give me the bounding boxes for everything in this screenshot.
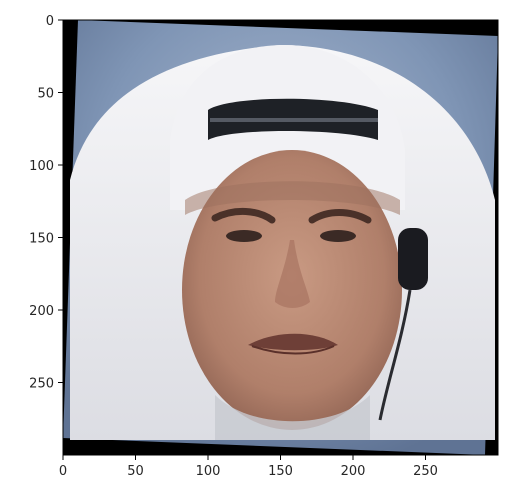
y-tick-label: 150	[29, 232, 54, 247]
x-tick-label: 0	[59, 464, 67, 479]
x-tick-label: 50	[127, 464, 144, 479]
x-tick-label: 200	[341, 464, 366, 479]
y-tick-label: 0	[46, 14, 54, 29]
x-tick-label: 150	[268, 464, 293, 479]
photo-image	[63, 20, 498, 455]
y-tick-label: 250	[29, 377, 54, 392]
x-tick-label: 250	[413, 464, 438, 479]
y-tick-label: 100	[29, 159, 54, 174]
x-tick-label: 100	[196, 464, 221, 479]
y-tick-label: 50	[37, 87, 54, 102]
x-axis-ticks: 0 50 100 150 200 250	[59, 455, 438, 479]
y-axis-ticks: 0 50 100 150 200 250	[29, 14, 63, 392]
y-tick-label: 200	[29, 304, 54, 319]
